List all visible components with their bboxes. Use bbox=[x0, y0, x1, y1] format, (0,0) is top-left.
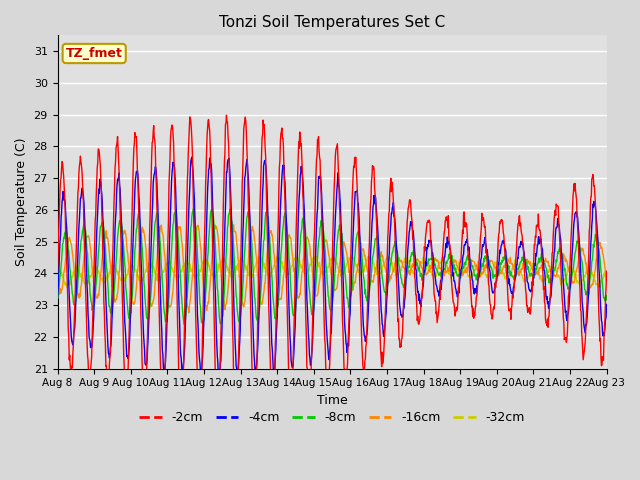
Text: TZ_fmet: TZ_fmet bbox=[66, 47, 123, 60]
Title: Tonzi Soil Temperatures Set C: Tonzi Soil Temperatures Set C bbox=[219, 15, 445, 30]
X-axis label: Time: Time bbox=[317, 394, 348, 407]
Y-axis label: Soil Temperature (C): Soil Temperature (C) bbox=[15, 138, 28, 266]
Legend: -2cm, -4cm, -8cm, -16cm, -32cm: -2cm, -4cm, -8cm, -16cm, -32cm bbox=[134, 406, 530, 429]
